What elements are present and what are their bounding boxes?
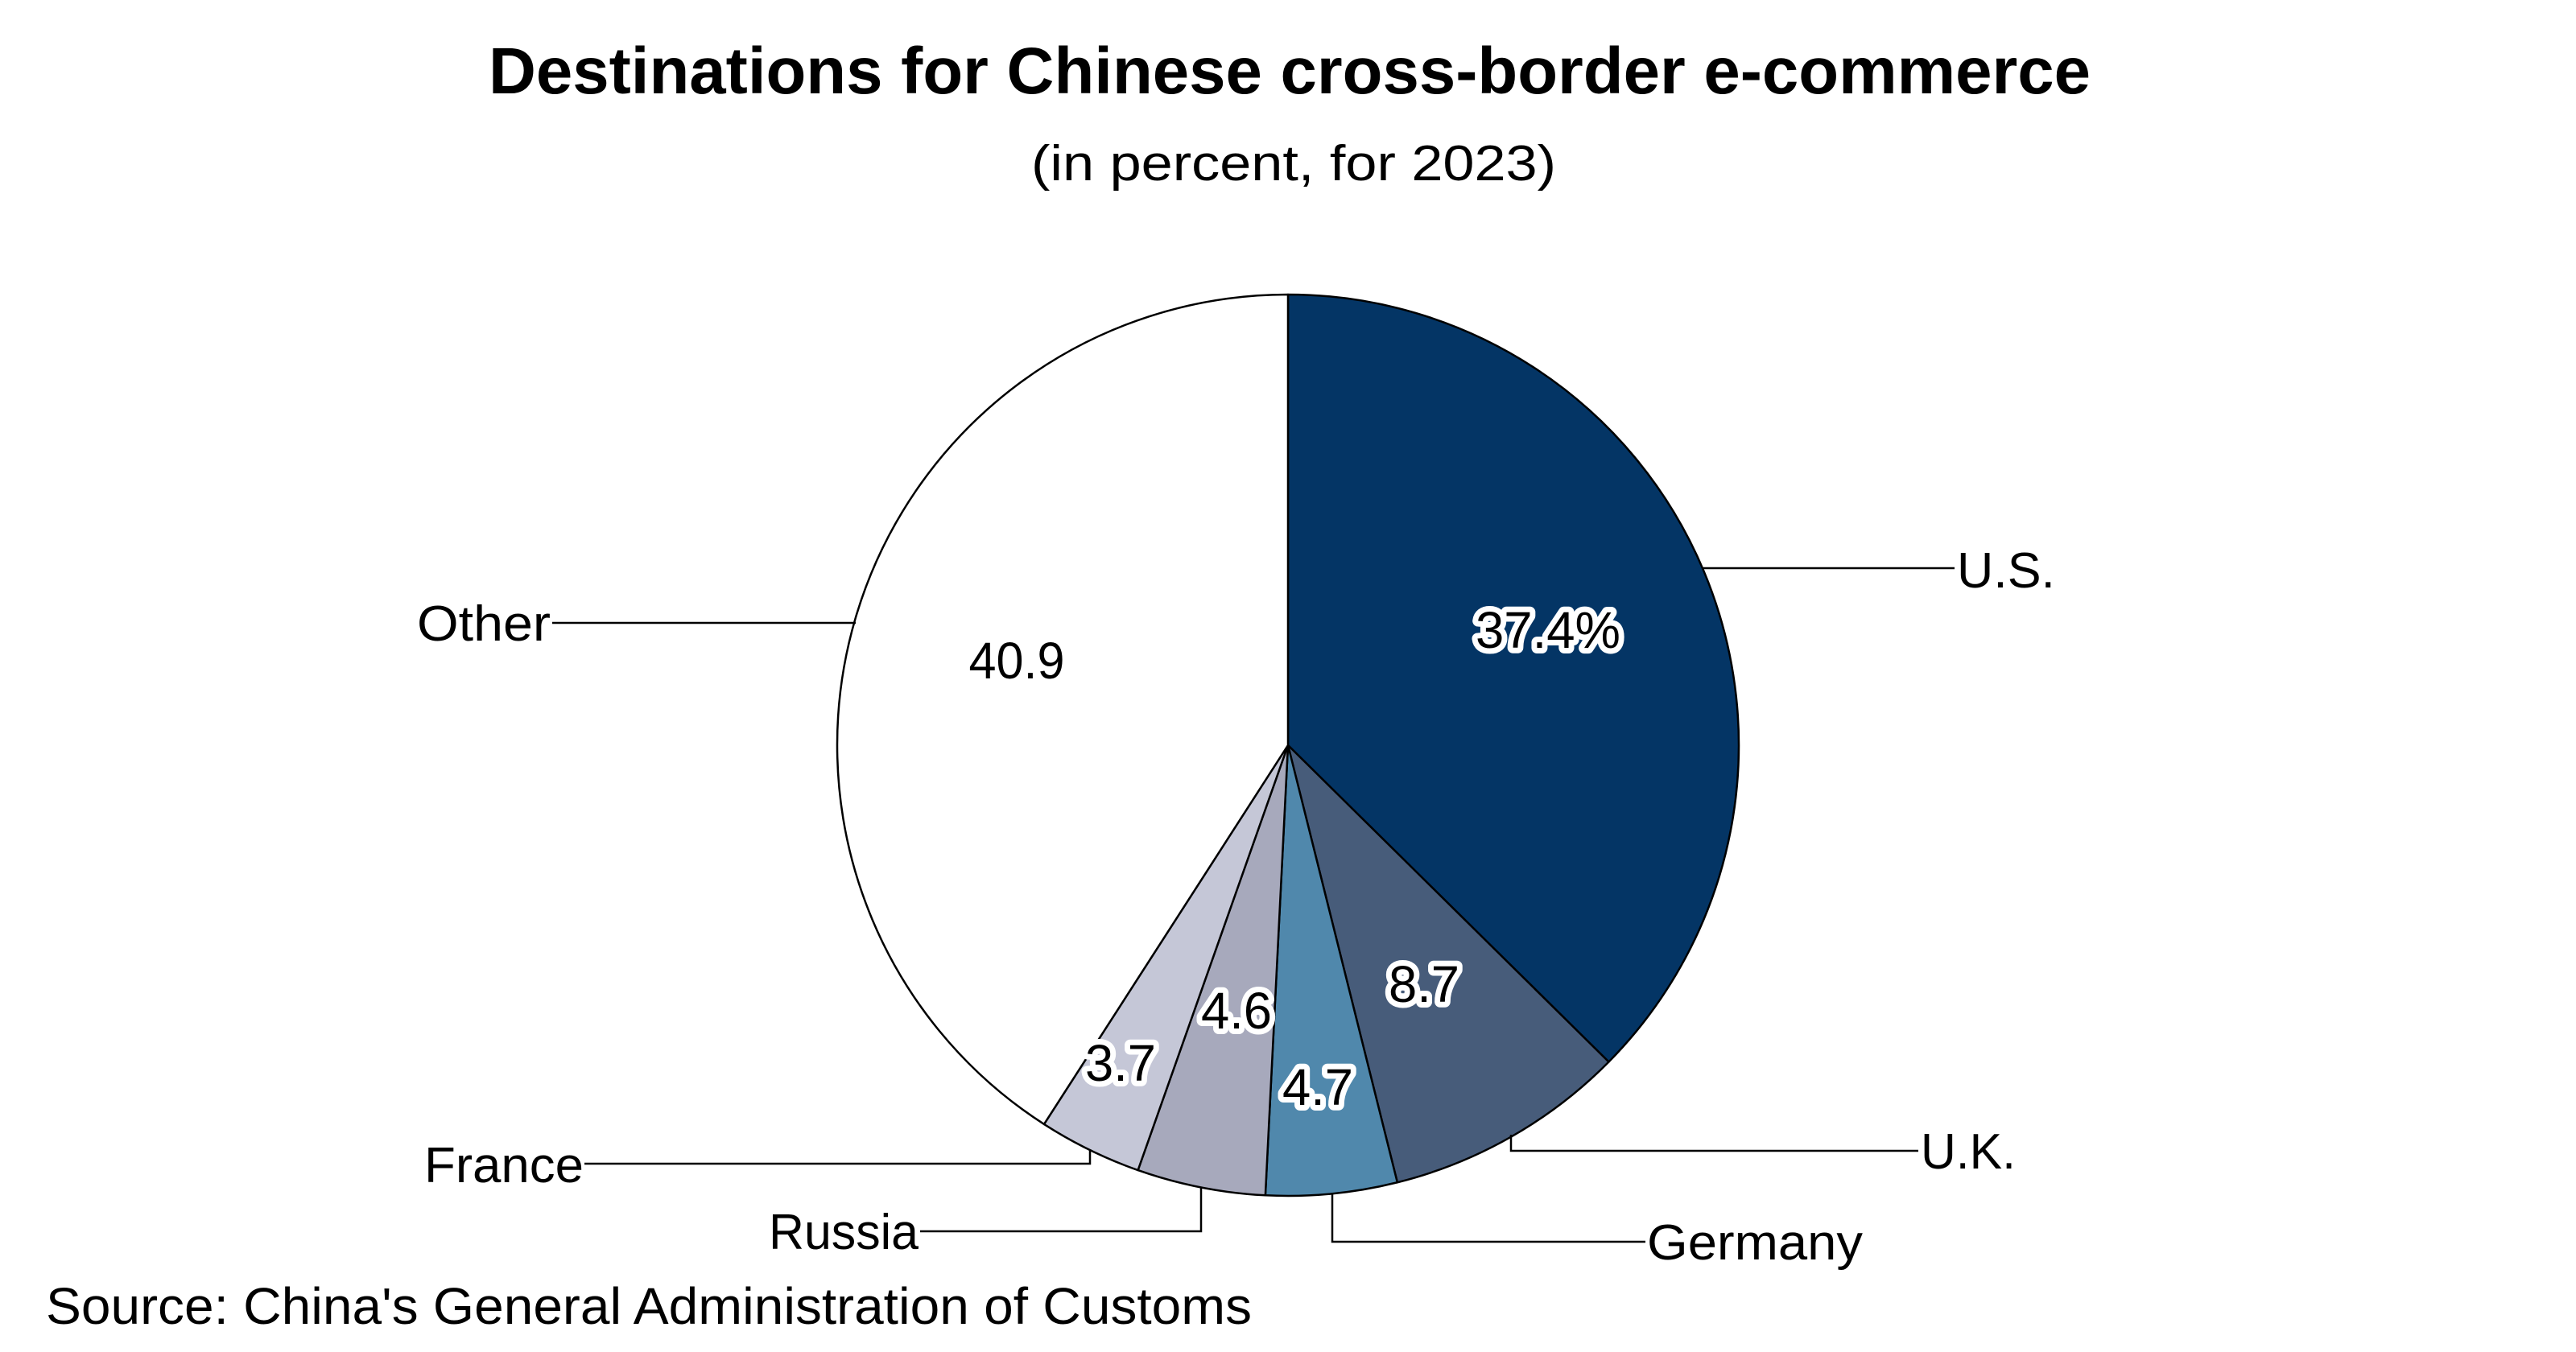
value-label-us: 37.4%: [1476, 601, 1620, 659]
pie-slices: [836, 293, 1740, 1197]
category-label-us: U.S.: [1957, 543, 2055, 599]
pie-slice-germany: [1264, 744, 1399, 1197]
leader-lines: [552, 567, 1955, 1243]
value-label-germany: 4.7: [1282, 1058, 1353, 1116]
source-note: Source: China's General Administration o…: [46, 1277, 1252, 1335]
pie-slice-u-s: [1286, 293, 1740, 1063]
chart-title: Destinations for Chinese cross-border e-…: [489, 35, 2091, 108]
category-label-other: Other: [417, 596, 551, 652]
leader-line-uk: [1509, 1135, 1918, 1152]
leader-line-russia: [920, 1188, 1203, 1233]
pie-slice-russia: [1137, 744, 1290, 1197]
chart-subtitle: (in percent, for 2023): [1031, 136, 1556, 192]
value-label-russia: 4.6: [1201, 982, 1272, 1040]
category-label-france: France: [424, 1138, 584, 1193]
value-label-other: 40.9: [969, 632, 1065, 690]
pie-slice-other: [836, 293, 1290, 1126]
category-label-germany: Germany: [1647, 1215, 1863, 1271]
leader-line-germany: [1331, 1194, 1645, 1243]
category-label-uk: U.K.: [1921, 1124, 2016, 1180]
leader-line-france: [584, 1149, 1092, 1165]
category-label-russia: Russia: [769, 1205, 919, 1260]
value-label-uk: 8.7: [1389, 955, 1459, 1013]
value-label-france: 3.7: [1085, 1034, 1156, 1092]
